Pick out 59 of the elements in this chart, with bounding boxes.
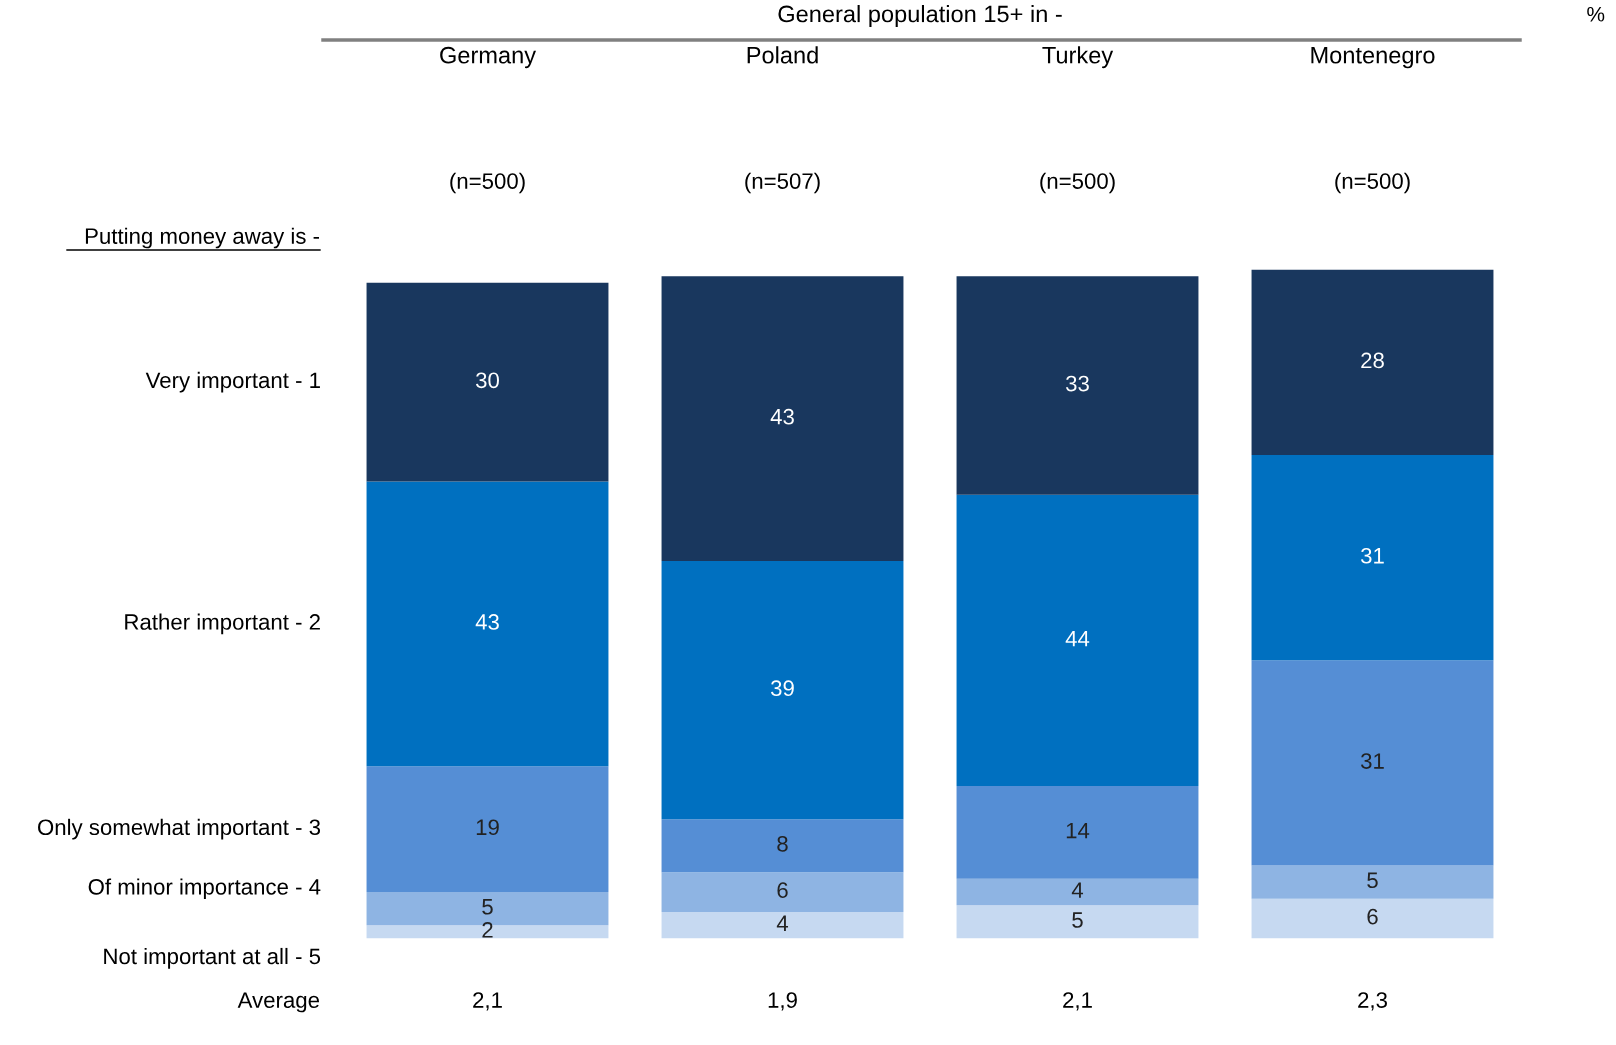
text: 2,3 [1358, 992, 1387, 1011]
data-label: 39 [770, 680, 794, 697]
legend-title: Putting money away is - [85, 227, 320, 249]
bar [661, 872, 904, 912]
data-label: 5 [1367, 872, 1378, 889]
data-label: 31 [1360, 547, 1384, 564]
bar [1251, 269, 1494, 456]
text: % [1587, 6, 1605, 22]
data-label: 5 [1072, 912, 1083, 928]
bar [956, 878, 1199, 906]
bar [956, 905, 1199, 939]
x-tick-label: Poland [747, 46, 818, 64]
text: Of minor importance - 4 [88, 878, 321, 900]
text: Rather important - 2 [125, 613, 320, 635]
x-tick-label: Turkey [1042, 46, 1114, 69]
data-label: 8 [777, 835, 788, 852]
text: 1,9 [768, 992, 797, 1011]
text: (n=507) [745, 172, 820, 194]
data-label: 44 [1065, 630, 1090, 647]
bar [956, 276, 1199, 495]
data-label: 6 [777, 882, 788, 899]
data-label: 19 [476, 819, 499, 836]
bar [366, 481, 609, 767]
bar [661, 911, 904, 939]
x-tick-label: Montenegro [1311, 47, 1435, 69]
data-label: 6 [1367, 908, 1378, 925]
data-label: 28 [1361, 352, 1384, 369]
bar [661, 819, 904, 873]
bar [1251, 865, 1494, 899]
data-label: 33 [1065, 375, 1089, 392]
text: (n=500) [1335, 172, 1410, 194]
text: Very important - 1 [145, 371, 320, 393]
text: Average [237, 992, 320, 1013]
bar [366, 282, 609, 482]
data-label: 5 [482, 899, 493, 915]
data-label: 14 [1066, 822, 1090, 839]
bar [366, 766, 609, 893]
chart-title: General population 15+ in - [778, 5, 1062, 27]
data-label: 30 [475, 372, 499, 389]
data-label: 43 [770, 408, 794, 425]
data-label: 31 [1360, 753, 1384, 769]
data-label: 2 [482, 922, 493, 938]
bar [1251, 455, 1494, 661]
x-tick-label: Germany [440, 46, 537, 69]
bar [956, 786, 1199, 879]
text: (n=500) [1040, 172, 1115, 194]
text: 2,1 [1063, 992, 1092, 1011]
bar [661, 560, 904, 820]
bar [1251, 660, 1494, 866]
text: (n=500) [450, 172, 525, 194]
bar [1251, 898, 1494, 939]
data-label: 43 [475, 614, 499, 630]
text: Only somewhat important - 3 [38, 818, 321, 840]
text: 2,1 [473, 992, 502, 1011]
bar [661, 276, 904, 561]
data-label: 4 [1071, 882, 1084, 898]
data-label: 4 [776, 915, 789, 931]
bar [956, 494, 1199, 787]
text: Not important at all - 5 [104, 947, 321, 969]
